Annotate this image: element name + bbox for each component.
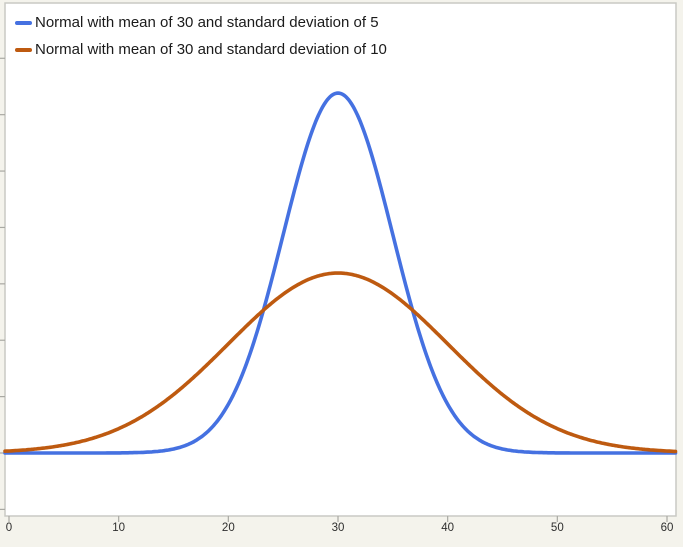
x-tick-label: 30 [331,522,345,534]
x-tick-label: 40 [441,522,455,534]
curve-normal-sd10 [3,271,678,454]
x-tick-label: 0 [5,522,13,534]
legend-swatch-sd5 [15,20,32,25]
x-tick-label: 10 [112,522,126,534]
legend: Normal with mean of 30 and standard devi… [15,9,387,63]
curve-normal-sd5 [3,91,678,455]
x-tick-label: 20 [221,522,235,534]
legend-label-sd5: Normal with mean of 30 and standard devi… [35,14,379,31]
legend-label-sd10: Normal with mean of 30 and standard devi… [35,41,387,58]
x-tick-label: 50 [550,522,564,534]
legend-swatch-sd10 [15,47,32,52]
x-tick-label: 60 [660,522,674,534]
legend-item-sd10: Normal with mean of 30 and standard devi… [15,36,387,63]
plot-area [4,2,677,517]
legend-item-sd5: Normal with mean of 30 and standard devi… [15,9,387,36]
